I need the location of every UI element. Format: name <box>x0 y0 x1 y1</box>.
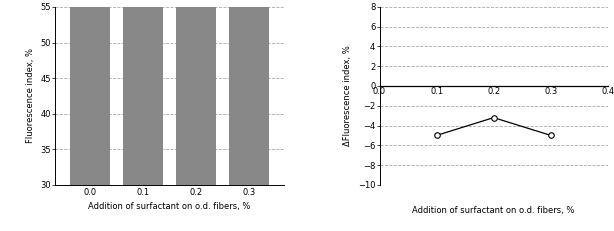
X-axis label: Addition of surfactant on o.d. fibers, %: Addition of surfactant on o.d. fibers, % <box>88 202 251 211</box>
X-axis label: Addition of surfactant on o.d. fibers, %: Addition of surfactant on o.d. fibers, % <box>413 206 575 215</box>
Bar <box>123 0 163 185</box>
Bar <box>70 0 110 185</box>
Bar <box>229 0 269 185</box>
Y-axis label: ΔFluorescence index, %: ΔFluorescence index, % <box>343 46 352 146</box>
Y-axis label: Fluorescence index, %: Fluorescence index, % <box>26 48 35 143</box>
Bar <box>176 0 216 185</box>
